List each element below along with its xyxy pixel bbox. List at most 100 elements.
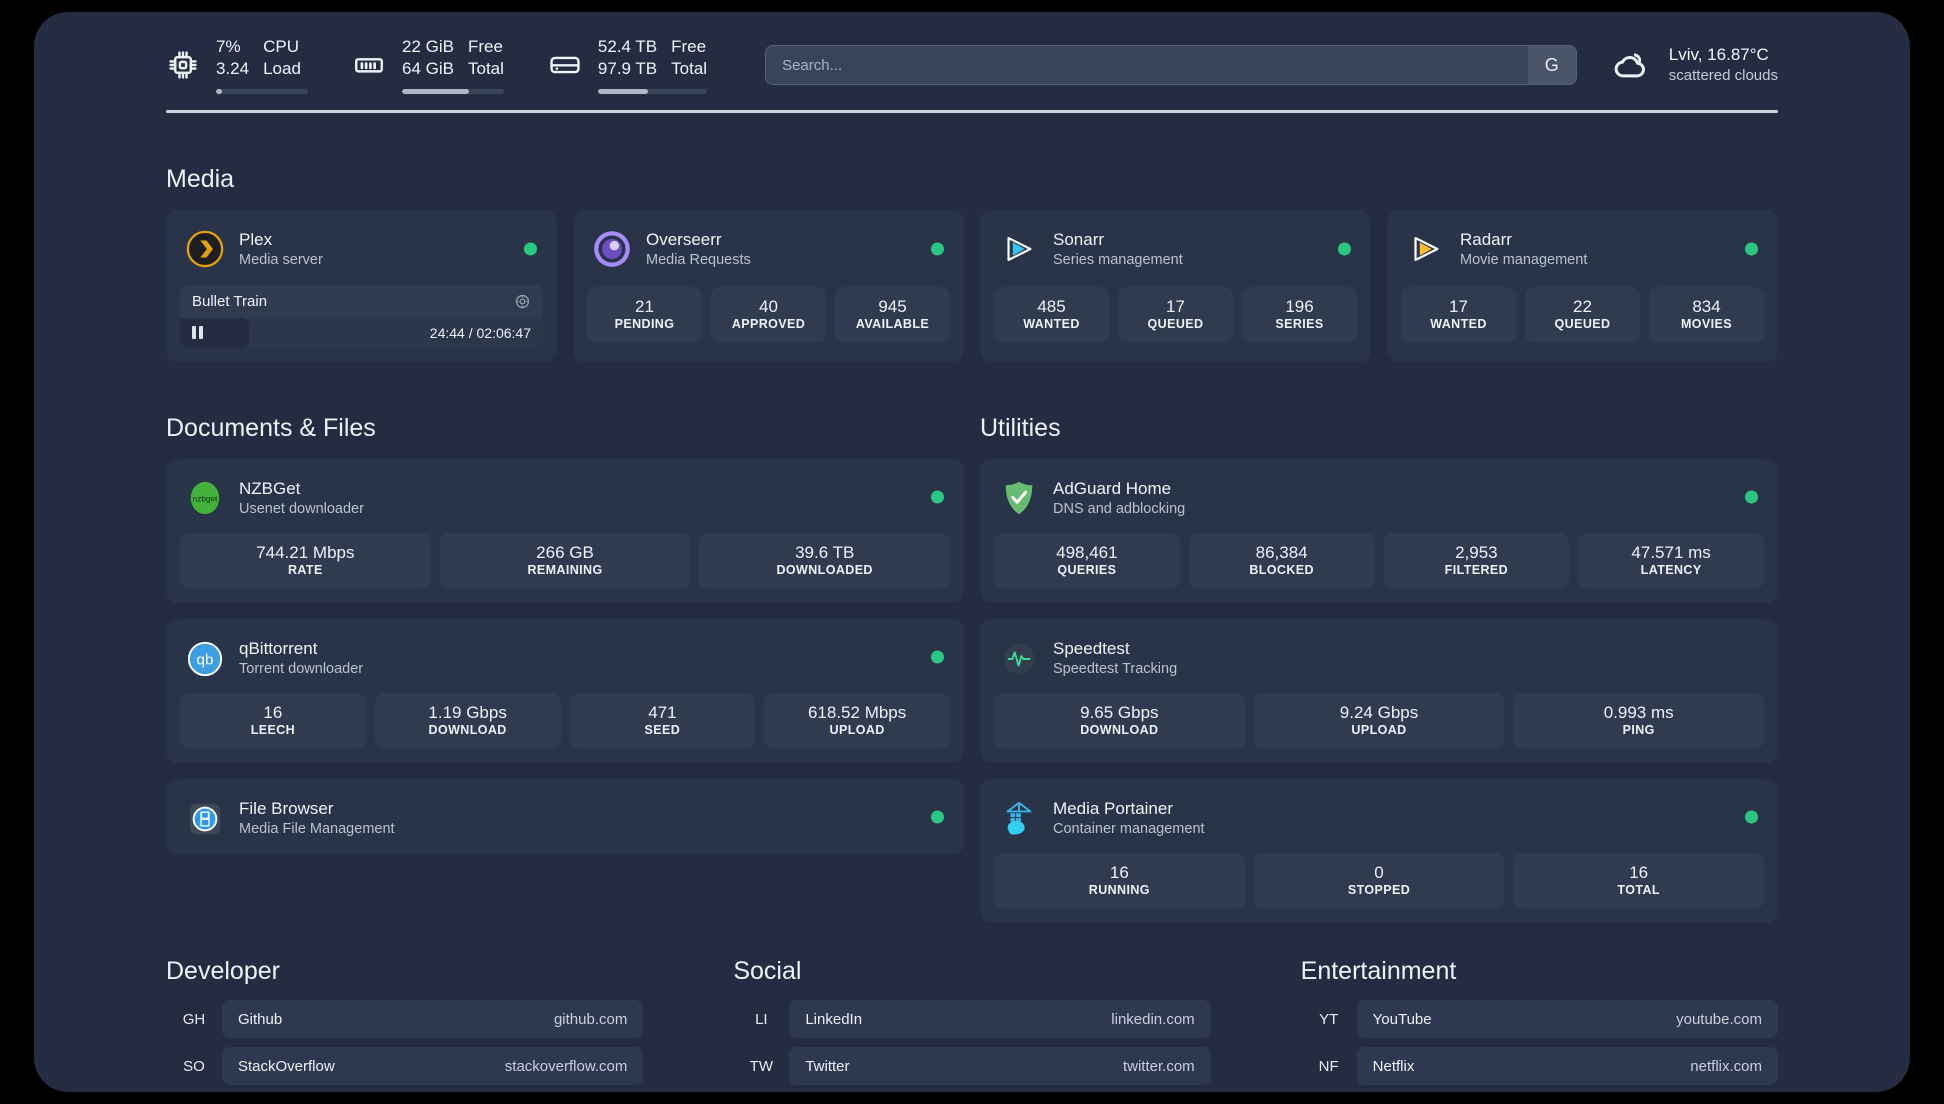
stats-row: 9.65 Gbps DOWNLOAD 9.24 Gbps UPLOAD 0.99… (994, 692, 1765, 750)
memory-total-value: 64 GiB (402, 59, 454, 78)
overseerr-icon (593, 230, 631, 268)
service-card-nzbget[interactable]: nzbget NZBGet Usenet downloader 744.21 M… (166, 458, 964, 604)
status-indicator-online (931, 810, 944, 824)
stat-value: 16 (263, 702, 283, 722)
now-playing: Bullet Train 24:44 / 02:06:47 (180, 284, 543, 348)
stats-row: 21 PENDING 40 APPROVED 945 AVAILABLE (587, 286, 950, 344)
service-card-overseerr[interactable]: Overseerr Media Requests 21 PENDING 40 A… (573, 210, 964, 362)
cloud-icon (1611, 44, 1653, 86)
bookmark-item[interactable]: SO StackOverflow stackoverflow.com (166, 1047, 644, 1086)
cpu-label-top: CPU (263, 37, 299, 57)
service-card-radarr[interactable]: Radarr Movie management 17 WANTED 22 QUE… (1387, 210, 1778, 362)
bookmark-item[interactable]: LI LinkedIn linkedin.com (733, 1000, 1211, 1039)
section-title-media: Media (166, 165, 235, 193)
stat-tile: 485 WANTED (994, 286, 1109, 344)
service-name: AdGuard Home (1053, 478, 1172, 498)
bookmark-group-title: Developer (166, 957, 280, 986)
service-card-speedtest[interactable]: Speedtest Speedtest Tracking 9.65 Gbps D… (980, 619, 1778, 764)
bookmark-item[interactable]: NF Netflix netflix.com (1301, 1047, 1778, 1086)
stat-caption: REMAINING (527, 563, 603, 578)
stat-caption: UPLOAD (1351, 723, 1407, 738)
bookmarks-grid: Developer GH Github github.com SO StackO… (166, 957, 1778, 1092)
service-name: Speedtest (1053, 639, 1130, 659)
card-header: Sonarr Series management (994, 224, 1357, 275)
stat-tile: 196 SERIES (1242, 286, 1357, 344)
card-header: Media Portainer Container management (994, 793, 1764, 841)
search-input[interactable] (766, 46, 1528, 84)
status-indicator-online (931, 650, 944, 664)
status-indicator-online (1745, 490, 1758, 504)
utilities-column: AdGuard Home DNS and adblocking 498,461 … (980, 458, 1778, 924)
bookmark-item[interactable]: TW Twitter twitter.com (733, 1047, 1211, 1086)
stat-value: 498,461 (1056, 542, 1118, 562)
bookmark-item[interactable]: YT YouTube youtube.com (1301, 1000, 1778, 1039)
stats-row: 17 WANTED 22 QUEUED 834 MOVIES (1401, 286, 1764, 344)
service-card-file-browser[interactable]: File Browser Media File Management (166, 779, 964, 856)
memory-label-bottom: Total (467, 59, 504, 78)
bookmark-abbr: TW (749, 1057, 773, 1075)
stat-caption: SERIES (1275, 317, 1324, 332)
stat-tile: 47.571 ms LATENCY (1578, 532, 1764, 590)
cpu-progress-bar (216, 88, 308, 94)
svg-text:qb: qb (197, 651, 214, 668)
stat-caption: QUEUED (1147, 317, 1204, 332)
bookmark-group-entertainment: Entertainment YT YouTube youtube.com NF … (1301, 957, 1778, 1092)
stat-caption: RUNNING (1088, 883, 1150, 898)
service-card-sonarr[interactable]: Sonarr Series management 485 WANTED 17 Q… (980, 210, 1371, 362)
service-desc: DNS and adblocking (1053, 501, 1186, 518)
stat-tile: 0.993 ms PING (1513, 692, 1765, 750)
service-desc: Container management (1053, 821, 1205, 838)
bookmark-name: Github (238, 1010, 283, 1028)
memory-label-top: Free (467, 37, 503, 57)
stat-tile: 945 AVAILABLE (835, 286, 950, 344)
stat-caption: QUEUED (1554, 317, 1611, 332)
stat-value: 834 (1692, 296, 1721, 316)
pause-icon[interactable] (192, 326, 203, 340)
status-indicator-online (1338, 242, 1351, 256)
stat-caption: WANTED (1430, 317, 1487, 332)
bookmark-name: YouTube (1372, 1010, 1432, 1028)
stat-tile: 39.6 TB DOWNLOADED (699, 532, 951, 590)
stat-value: 17 (1166, 296, 1185, 316)
stat-value: 266 GB (536, 542, 594, 562)
now-playing-time: 24:44 / 02:06:47 (429, 324, 531, 341)
bookmark-item[interactable]: GH Github github.com (166, 1000, 644, 1039)
stat-caption: FILTERED (1444, 563, 1509, 578)
service-card-qbittorrent[interactable]: qb qBittorrent Torrent downloader 16 LEE… (166, 619, 964, 764)
stat-tile: 1.19 Gbps DOWNLOAD (374, 692, 561, 750)
bookmark-url: linkedin.com (1111, 1010, 1195, 1028)
sonarr-icon (1000, 230, 1038, 268)
bookmark-url: youtube.com (1676, 1010, 1762, 1028)
service-card-media-portainer[interactable]: Media Portainer Container management 16 … (980, 779, 1778, 924)
now-playing-progress[interactable]: 24:44 / 02:06:47 (180, 317, 543, 348)
search-bar[interactable]: G (765, 45, 1577, 85)
service-card-plex[interactable]: Plex Media server Bullet Train (166, 210, 557, 362)
radarr-icon (1407, 230, 1445, 268)
disk-total-value: 97.9 TB (597, 59, 658, 78)
stat-caption: PING (1622, 723, 1655, 738)
stat-value: 744.21 Mbps (256, 542, 355, 562)
memory-widget: 22 GiB 64 GiB Free Total (352, 36, 504, 94)
cast-icon[interactable] (514, 293, 531, 310)
bookmark-url: twitter.com (1122, 1057, 1195, 1075)
service-name: Sonarr (1053, 230, 1105, 249)
service-card-adguard-home[interactable]: AdGuard Home DNS and adblocking 498,461 … (980, 458, 1778, 604)
stat-tile: 17 QUEUED (1118, 286, 1233, 344)
disk-label-bottom: Total (671, 59, 708, 78)
stat-caption: DOWNLOADED (776, 563, 873, 578)
card-header: qb qBittorrent Torrent downloader (180, 633, 950, 681)
stats-row: 744.21 Mbps RATE 266 GB REMAINING 39.6 T… (180, 532, 951, 590)
card-header: Overseerr Media Requests (587, 224, 950, 275)
stat-caption: APPROVED (731, 317, 806, 332)
cpu-widget: 7% 3.24 CPU Load (166, 36, 308, 94)
stat-caption: SEED (644, 723, 681, 738)
stat-caption: PENDING (614, 317, 675, 332)
stat-caption: WANTED (1023, 317, 1080, 332)
service-name: Radarr (1460, 230, 1512, 249)
card-header: Plex Media server (180, 224, 543, 275)
search-engine-button[interactable]: G (1527, 46, 1576, 84)
stat-value: 21 (635, 296, 654, 316)
cpu-usage-value: 7% (216, 37, 241, 57)
bookmark-name: StackOverflow (238, 1057, 335, 1075)
status-indicator-online (931, 242, 944, 256)
